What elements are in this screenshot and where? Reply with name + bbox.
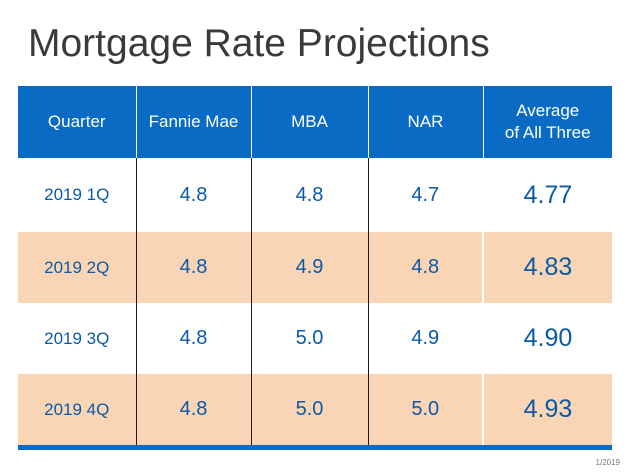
cell-fannie-mae: 4.8 xyxy=(135,374,251,445)
header-quarter: Quarter xyxy=(18,86,136,158)
cell-nar: 4.9 xyxy=(367,303,483,374)
cell-mba: 5.0 xyxy=(250,303,368,374)
cell-nar: 4.7 xyxy=(367,158,483,232)
cell-quarter: 2019 1Q xyxy=(44,185,110,204)
header-row: Quarter Fannie Mae MBA NAR Average of Al… xyxy=(18,86,612,158)
cell-mba: 5.0 xyxy=(250,374,368,445)
page-title: Mortgage Rate Projections xyxy=(28,22,490,65)
footer-date: 1/2019 xyxy=(595,458,620,467)
projection-table: Quarter Fannie Mae MBA NAR Average of Al… xyxy=(18,86,612,445)
cell-mba: 4.9 xyxy=(250,232,368,303)
table-row: 2019 1Q 4.8 4.8 4.7 4.77 xyxy=(18,158,612,232)
cell-nar: 5.0 xyxy=(367,374,483,445)
cell-average: 4.83 xyxy=(482,232,612,303)
header-nar: NAR xyxy=(367,86,483,158)
header-mba: MBA xyxy=(250,86,368,158)
cell-average: 4.77 xyxy=(482,158,612,232)
cell-quarter: 2019 2Q xyxy=(18,232,136,303)
projection-table-wrap: Quarter Fannie Mae MBA NAR Average of Al… xyxy=(18,86,612,450)
cell-fannie-mae: 4.8 xyxy=(135,158,251,232)
header-average: Average of All Three xyxy=(482,86,612,158)
cell-quarter: 2019 4Q xyxy=(18,374,136,445)
header-average-line1: Average xyxy=(516,101,580,120)
cell-fannie-mae: 4.8 xyxy=(135,232,251,303)
table-row: 2019 4Q 4.8 5.0 5.0 4.93 xyxy=(18,374,612,445)
cell-mba: 4.8 xyxy=(250,158,368,232)
table-row: 2019 2Q 4.8 4.9 4.8 4.83 xyxy=(18,232,612,303)
table-bottom-bar xyxy=(18,445,612,450)
table-row: 2019 3Q 4.8 5.0 4.9 4.90 xyxy=(18,303,612,374)
header-average-line2: of All Three xyxy=(504,123,591,142)
cell-quarter: 2019 3Q xyxy=(44,328,110,348)
cell-nar: 4.8 xyxy=(367,232,483,303)
cell-fannie-mae: 4.8 xyxy=(135,303,251,374)
cell-average: 4.90 xyxy=(482,303,612,374)
header-fannie-mae: Fannie Mae xyxy=(135,86,251,158)
cell-average: 4.93 xyxy=(482,374,612,445)
